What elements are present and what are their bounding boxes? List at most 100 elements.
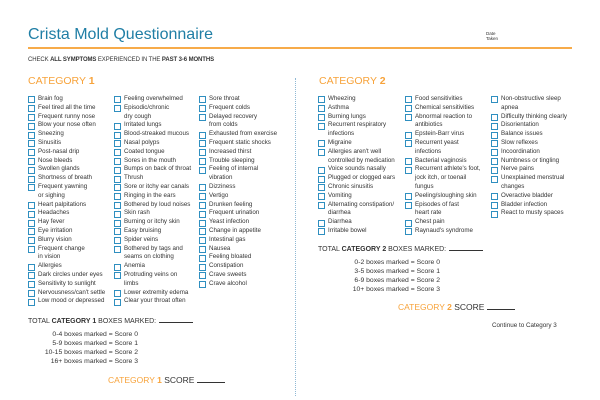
symptom-checkbox[interactable] [318, 96, 325, 104]
symptom-item[interactable]: Sinusitis [28, 139, 105, 148]
symptom-checkbox[interactable] [199, 272, 206, 280]
symptom-item[interactable]: Easy bruising [114, 227, 191, 236]
symptom-item[interactable]: Skin rash [114, 209, 191, 218]
symptom-checkbox[interactable] [114, 184, 121, 192]
symptom-item[interactable]: Difficulty thinking clearly [491, 113, 567, 122]
symptom-item[interactable]: React to musty spaces [491, 209, 567, 218]
cat2-score-field[interactable] [487, 309, 516, 310]
symptom-checkbox[interactable] [199, 149, 206, 157]
symptom-checkbox[interactable] [405, 140, 412, 148]
symptom-item[interactable]: Frequent urination [199, 209, 277, 218]
symptom-checkbox[interactable] [114, 272, 121, 280]
symptom-checkbox[interactable] [318, 122, 325, 130]
symptom-item[interactable]: Post-nasal drip [28, 148, 105, 157]
symptom-item[interactable]: Frequent colds [199, 104, 277, 113]
symptom-checkbox[interactable] [405, 157, 412, 165]
symptom-checkbox[interactable] [114, 245, 121, 253]
symptom-item[interactable]: Frequent static shocks [199, 139, 277, 148]
symptom-checkbox[interactable] [114, 228, 121, 236]
symptom-checkbox[interactable] [28, 281, 35, 289]
symptom-checkbox[interactable] [28, 131, 35, 139]
symptom-item[interactable]: Vertigo [199, 192, 277, 201]
symptom-item[interactable]: Anemia [114, 262, 191, 271]
symptom-checkbox[interactable] [199, 228, 206, 236]
symptom-checkbox[interactable] [28, 166, 35, 174]
symptom-item[interactable]: Protruding veins on limbs [114, 271, 191, 289]
symptom-item[interactable]: Constipation [199, 262, 277, 271]
symptom-item[interactable]: Recurrent respiratory infections [318, 121, 395, 139]
symptom-checkbox[interactable] [199, 219, 206, 227]
symptom-item[interactable]: Disorientation [491, 121, 567, 130]
symptom-item[interactable]: Vomiting [318, 192, 395, 201]
symptom-checkbox[interactable] [28, 237, 35, 245]
symptom-checkbox[interactable] [405, 166, 412, 174]
symptom-checkbox[interactable] [199, 96, 206, 104]
symptom-checkbox[interactable] [114, 149, 121, 157]
symptom-item[interactable]: Slow reflexes [491, 139, 567, 148]
symptom-item[interactable]: Crave sweets [199, 271, 277, 280]
symptom-item[interactable]: Recurrent athlete's foot, jock itch, or … [405, 165, 481, 191]
symptom-item[interactable]: Wheezing [318, 95, 395, 104]
symptom-checkbox[interactable] [28, 289, 35, 297]
symptom-checkbox[interactable] [28, 263, 35, 271]
symptom-checkbox[interactable] [318, 184, 325, 192]
symptom-checkbox[interactable] [28, 140, 35, 148]
symptom-checkbox[interactable] [28, 219, 35, 227]
symptom-item[interactable]: Bothered by loud noises [114, 201, 191, 210]
symptom-item[interactable]: Plugged or clogged ears [318, 174, 395, 183]
symptom-checkbox[interactable] [114, 289, 121, 297]
symptom-item[interactable]: Feel tired all the time [28, 104, 105, 113]
symptom-item[interactable]: Swollen glands [28, 165, 105, 174]
symptom-item[interactable]: Drunken feeling [199, 201, 277, 210]
symptom-checkbox[interactable] [199, 140, 206, 148]
symptom-item[interactable]: Sneezing [28, 130, 105, 139]
symptom-checkbox[interactable] [318, 219, 325, 227]
symptom-item[interactable]: Non-obstructive sleep apnea [491, 95, 567, 113]
symptom-checkbox[interactable] [199, 113, 206, 121]
symptom-item[interactable]: Alternating constipation/ diarrhea [318, 201, 395, 219]
symptom-checkbox[interactable] [114, 105, 121, 113]
symptom-item[interactable]: Numbness or tingling [491, 157, 567, 166]
symptom-checkbox[interactable] [114, 166, 121, 174]
symptom-checkbox[interactable] [114, 237, 121, 245]
symptom-checkbox[interactable] [199, 157, 206, 165]
symptom-item[interactable]: Intestinal gas [199, 236, 277, 245]
symptom-item[interactable]: Abnormal reaction to antibiotics [405, 113, 481, 131]
symptom-item[interactable]: Blurry vision [28, 236, 105, 245]
cat1-score-field[interactable] [197, 382, 226, 383]
symptom-item[interactable]: Low mood or depressed [28, 297, 105, 306]
symptom-item[interactable]: Unexplained menstrual changes [491, 174, 567, 192]
symptom-checkbox[interactable] [199, 254, 206, 262]
symptom-checkbox[interactable] [318, 201, 325, 209]
symptom-item[interactable]: Yeast infection [199, 218, 277, 227]
symptom-item[interactable]: Blood-streaked mucous [114, 130, 191, 139]
symptom-item[interactable]: Migraine [318, 139, 395, 148]
symptom-checkbox[interactable] [28, 113, 35, 121]
symptom-item[interactable]: Coated tongue [114, 148, 191, 157]
symptom-item[interactable]: Ringing in the ears [114, 192, 191, 201]
symptom-item[interactable]: Bumps on back of throat [114, 165, 191, 174]
symptom-item[interactable]: Burning lungs [318, 113, 395, 122]
symptom-checkbox[interactable] [199, 201, 206, 209]
symptom-checkbox[interactable] [28, 96, 35, 104]
symptom-item[interactable]: Recurrent yeast infections [405, 139, 481, 157]
symptom-item[interactable]: Irritated lungs [114, 121, 191, 130]
symptom-item[interactable]: Feeling bloated [199, 253, 277, 262]
symptom-checkbox[interactable] [318, 149, 325, 157]
symptom-checkbox[interactable] [491, 166, 498, 174]
symptom-checkbox[interactable] [114, 96, 121, 104]
symptom-item[interactable]: Food sensitivities [405, 95, 481, 104]
symptom-item[interactable]: Feeling overwhelmed [114, 95, 191, 104]
symptom-item[interactable]: Dark circles under eyes [28, 271, 105, 280]
symptom-item[interactable]: Incoordination [491, 148, 567, 157]
symptom-item[interactable]: Headaches [28, 209, 105, 218]
symptom-item[interactable]: Change in appetite [199, 227, 277, 236]
symptom-checkbox[interactable] [114, 201, 121, 209]
symptom-checkbox[interactable] [114, 210, 121, 218]
symptom-item[interactable]: Dizziness [199, 183, 277, 192]
symptom-checkbox[interactable] [491, 157, 498, 165]
symptom-checkbox[interactable] [199, 131, 206, 139]
symptom-item[interactable]: Exhausted from exercise [199, 130, 277, 139]
symptom-checkbox[interactable] [405, 219, 412, 227]
symptom-checkbox[interactable] [491, 193, 498, 201]
